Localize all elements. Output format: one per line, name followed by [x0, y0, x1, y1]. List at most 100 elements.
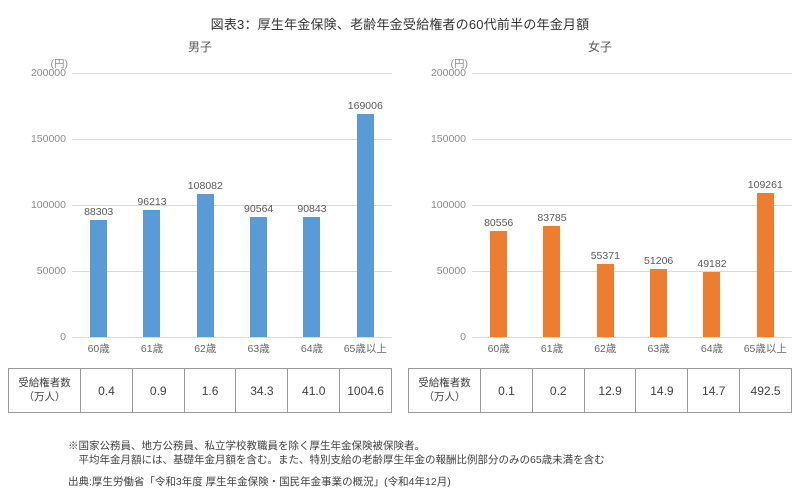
x-tick-label: 63歳: [647, 343, 670, 355]
gridline: [472, 73, 792, 74]
y-tick-label: 200000: [30, 67, 66, 79]
bar: [703, 272, 721, 337]
bar-value-label: 109261: [747, 178, 783, 191]
x-tick-label: 61歳: [540, 343, 564, 355]
bar: [143, 210, 161, 337]
recipients-table-men: 受給権者数 （万人） 0.4 0.9 1.6 34.3 41.0 1004.6: [8, 368, 392, 413]
y-tick-label: 200000: [430, 67, 466, 79]
source-note: 出典:厚生労働省「令和3年度 厚生年金保険・国民年金事業の概況」(令和4年12月…: [68, 476, 451, 489]
bar-value-label: 96213: [137, 196, 167, 208]
figure-title: 図表3：厚生年金保険、老齢年金受給権者の60代前半の年金月額: [210, 17, 590, 32]
x-tick-label: 63歳: [247, 343, 270, 355]
y-tick-label: 0: [460, 331, 466, 343]
table-header-line1: 受給権者数: [18, 376, 71, 389]
bar-slot: 108082: [179, 73, 232, 337]
bar-slot: 88303: [72, 73, 125, 337]
table-header-line1: 受給権者数: [418, 376, 471, 389]
gridline: [472, 337, 792, 338]
y-tick-label: 100000: [30, 199, 66, 211]
x-tick-label: 64歳: [700, 343, 724, 355]
gridline: [472, 139, 792, 140]
bar-value-label: 80556: [484, 216, 514, 229]
x-tick-label: 60歳: [487, 343, 510, 355]
x-tick-label: 62歳: [594, 343, 617, 355]
y-axis: 0 50000 100000 150000 200000: [408, 67, 472, 343]
y-axis-unit-label: (円): [450, 58, 469, 70]
bar-slot: 169006: [339, 73, 392, 337]
table-value-cell: 12.9: [583, 368, 637, 413]
bar: [196, 194, 214, 337]
bar-value-label: 55371: [590, 249, 620, 262]
recipients-table-women: 受給権者数 （万人） 0.1 0.2 12.9 14.9 14.7 492.5: [408, 368, 792, 413]
table-value-cell: 0.2: [531, 368, 585, 413]
y-tick-label: 150000: [430, 133, 466, 145]
bar: [356, 113, 374, 337]
bar-value-label: 83785: [537, 212, 567, 225]
x-tick-label: 65歳以上: [743, 343, 787, 355]
gridline: [472, 205, 792, 206]
table-header-cell: 受給権者数 （万人）: [8, 368, 81, 413]
x-tick-label: 64歳: [300, 343, 324, 355]
y-tick-label: 100000: [430, 199, 466, 211]
plot-area: 80556 83785 55371 51206 49182 109261: [472, 73, 792, 338]
bar: [490, 230, 508, 337]
plot-row: 0 50000 100000 150000 200000 80556 83785 55371…: [408, 67, 792, 343]
bars: 88303 96213 108082 90564 90843 169006: [72, 73, 392, 337]
x-tick-label: 60歳: [87, 343, 110, 355]
bar-slot: 80556: [472, 73, 525, 337]
bar-value-label: 108082: [187, 180, 223, 193]
table-value-cell: 14.7: [687, 368, 741, 413]
bar: [250, 217, 268, 337]
bar-slot: 90843: [285, 73, 338, 337]
y-axis: 0 50000 100000 150000 200000: [8, 67, 72, 343]
table-value-cell: 0.4: [80, 368, 133, 413]
x-tick-label: 62歳: [194, 343, 217, 355]
gridline: [72, 139, 392, 140]
chart-panel-men: 男子 (円) 0 50000 100000 150000 200000 88303 962…: [8, 39, 392, 413]
bar-value-label: 51206: [644, 255, 674, 268]
gridline: [72, 205, 392, 206]
gridline: [472, 271, 792, 272]
chart-title-women: 女子: [587, 40, 612, 54]
x-tick-label: 61歳: [140, 343, 164, 355]
table-value-cell: 34.3: [235, 368, 289, 413]
table-row: 受給権者数 （万人） 0.1 0.2 12.9 14.9 14.7 492.5: [408, 368, 792, 413]
y-tick-label: 150000: [30, 133, 66, 145]
bar-slot: 51206: [632, 73, 685, 337]
y-axis-unit-label: (円): [50, 58, 69, 70]
plot-area: 88303 96213 108082 90564 90843 169006: [72, 73, 392, 338]
footnote-line1: ※国家公務員、地方公務員、私立学校教職員を除く厚生年金保険被保険者。: [68, 440, 425, 452]
table-header-line2: （万人）: [23, 390, 66, 403]
table-value-cell: 0.9: [131, 368, 185, 413]
bar: [650, 269, 668, 337]
bar: [303, 217, 321, 337]
table-value-cell: 14.9: [635, 368, 689, 413]
table-header-line2: （万人）: [423, 390, 466, 403]
bar-slot: 96213: [125, 73, 178, 337]
gridline: [72, 73, 392, 74]
bar-value-label: 88303: [84, 206, 114, 219]
bar-slot: 90564: [232, 73, 285, 337]
footnote-line2: 平均年金月額には、基礎年金月額を含む。また、特別支給の老齢厚生年金の報酬比例部分…: [68, 454, 605, 467]
footnotes: ※国家公務員、地方公務員、私立学校教職員を除く厚生年金保険被保険者。 平均年金月…: [68, 439, 800, 490]
table-value-cell: 1.6: [183, 368, 237, 413]
bar-slot: 109261: [739, 73, 792, 337]
x-axis: 60歳 61歳 62歳 63歳 64歳 65歳以上: [472, 337, 792, 356]
charts-row: 男子 (円) 0 50000 100000 150000 200000 88303 962…: [0, 39, 800, 413]
bar-slot: 49182: [685, 73, 738, 337]
table-value-cell: 0.1: [480, 368, 533, 413]
bar-value-label: 90843: [297, 203, 327, 216]
table-value-cell: 41.0: [287, 368, 341, 413]
table-header-cell: 受給権者数 （万人）: [408, 368, 481, 413]
y-tick-label: 0: [60, 331, 66, 343]
bar: [90, 220, 108, 337]
plot-row: 0 50000 100000 150000 200000 88303 96213 10808…: [8, 67, 392, 343]
bars: 80556 83785 55371 51206 49182 109261: [472, 73, 792, 337]
bar-slot: 55371: [579, 73, 632, 337]
bar-slot: 83785: [525, 73, 578, 337]
x-tick-label: 65歳以上: [343, 343, 387, 355]
bar: [596, 263, 614, 337]
bar-value-label: 49182: [697, 258, 727, 271]
gridline: [72, 271, 392, 272]
